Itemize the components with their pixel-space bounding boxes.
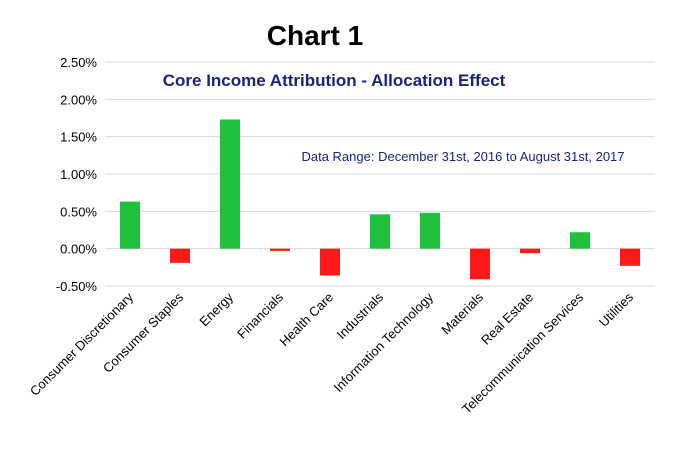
x-tick-label: Health Care xyxy=(276,290,336,350)
y-tick-label: 2.50% xyxy=(60,55,97,70)
bar xyxy=(520,248,540,254)
x-tick-label: Information Technology xyxy=(331,289,437,395)
y-tick-label: -0.50% xyxy=(56,279,98,294)
bar xyxy=(320,248,340,276)
y-tick-label: 0.50% xyxy=(60,204,97,219)
bar xyxy=(220,119,240,249)
bar xyxy=(170,248,190,263)
bar-series xyxy=(120,119,640,280)
grid-layer xyxy=(105,61,655,287)
x-tick-label: Energy xyxy=(196,289,236,329)
x-tick-label: Utilities xyxy=(596,289,637,330)
chart-heading: Chart 1 xyxy=(267,20,363,51)
bar xyxy=(370,214,390,249)
bar xyxy=(120,201,140,249)
bar xyxy=(470,248,490,280)
chart-title: Core Income Attribution - Allocation Eff… xyxy=(163,71,506,90)
x-tick-label: Financials xyxy=(234,289,286,341)
bar xyxy=(570,232,590,249)
y-tick-label: 1.50% xyxy=(60,130,97,145)
y-tick-label: 0.00% xyxy=(60,242,97,257)
y-axis: -0.50% 0.00% 0.50% 1.00% 1.50% 2.00% 2.50% xyxy=(56,55,98,294)
bar xyxy=(270,248,290,251)
chart-subtitle: Data Range: December 31st, 2016 to Augus… xyxy=(301,149,624,164)
y-tick-label: 1.00% xyxy=(60,167,97,182)
x-tick-label: Industrials xyxy=(334,289,387,342)
y-tick-label: 2.00% xyxy=(60,92,97,107)
bar xyxy=(620,248,640,266)
bar xyxy=(420,212,440,249)
x-tick-label: Materials xyxy=(438,289,486,337)
